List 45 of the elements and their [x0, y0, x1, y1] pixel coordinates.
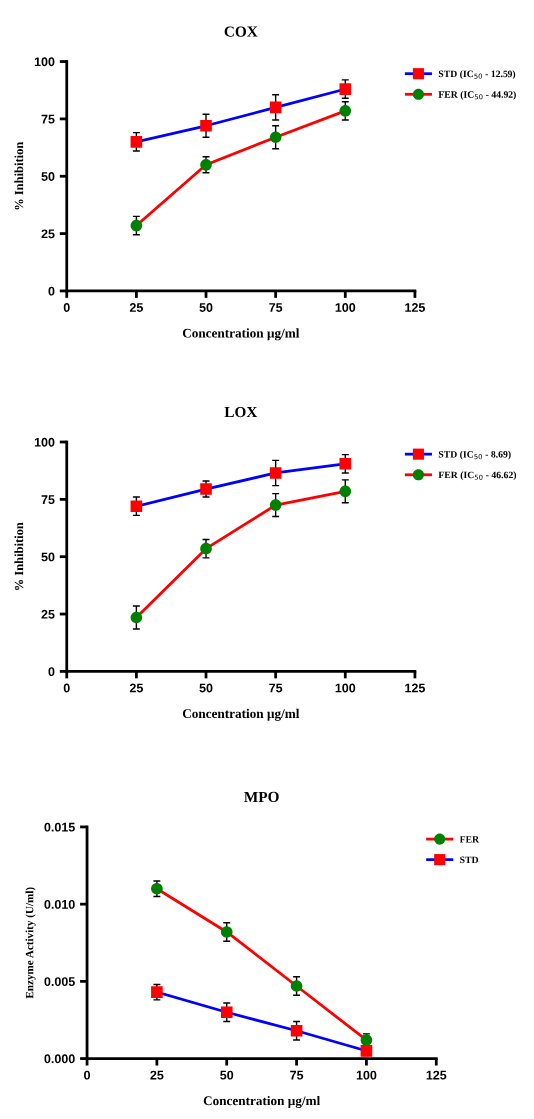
legend-label: STD (IC$_{50}$ - 12.59)	[438, 70, 516, 80]
y-tick-label: 25	[41, 609, 55, 619]
x-tick-label: 75	[269, 683, 283, 693]
y-tick-label: 0.005	[44, 977, 75, 987]
x-tick-label: 100	[335, 303, 356, 312]
y-tick-label: 75	[41, 495, 55, 505]
x-tick-label: 125	[426, 1070, 447, 1080]
y-axis-title: Enzyme Activity (U/ml)	[25, 887, 36, 999]
y-tick-label: 75	[41, 114, 55, 124]
x-tick-label: 100	[335, 683, 356, 693]
chart-title: LOX	[224, 406, 258, 418]
x-tick-label: 100	[356, 1070, 377, 1080]
x-tick-label: 50	[220, 1070, 234, 1080]
x-axis-title: Concentration µg/ml	[182, 708, 300, 721]
y-tick-label: 50	[41, 172, 55, 181]
x-tick-label: 25	[129, 683, 143, 693]
legend-label: STD (IC$_{50}$ - 8.69)	[438, 450, 511, 460]
legend-label: STD	[460, 856, 479, 864]
y-tick-label: 100	[34, 437, 55, 447]
x-tick-label: 0	[84, 1070, 91, 1080]
chart-title: COX	[224, 26, 258, 37]
y-tick-label: 100	[34, 57, 55, 67]
chart-title: MPO	[244, 791, 279, 803]
x-tick-label: 125	[405, 683, 425, 693]
x-tick-label: 75	[269, 303, 283, 312]
legend-label: FER (IC$_{50}$ - 44.92)	[438, 90, 516, 100]
x-tick-label: 25	[129, 303, 143, 312]
x-axis-title: Concentration µg/ml	[203, 1095, 321, 1108]
x-tick-label: 50	[199, 683, 213, 693]
legend-label: FER (IC$_{50}$ - 46.62)	[438, 471, 517, 481]
y-axis-title: % Inhibition	[14, 522, 24, 590]
y-tick-label: 0.000	[44, 1054, 75, 1064]
y-tick-label: 0	[48, 286, 55, 296]
x-tick-label: 25	[150, 1070, 164, 1080]
legend-label: FER	[459, 836, 480, 843]
y-tick-label: 50	[41, 552, 55, 562]
x-tick-label: 50	[199, 303, 213, 312]
x-axis-title: Concentration µg/ml	[182, 328, 300, 341]
y-tick-label: 0.015	[44, 822, 75, 832]
x-tick-label: 75	[290, 1070, 304, 1080]
x-tick-label: 125	[405, 303, 425, 312]
y-tick-label: 25	[41, 229, 55, 239]
y-tick-label: 0.010	[44, 899, 75, 909]
y-tick-label: 0	[48, 667, 55, 677]
y-axis-title: % Inhibition	[14, 141, 24, 210]
